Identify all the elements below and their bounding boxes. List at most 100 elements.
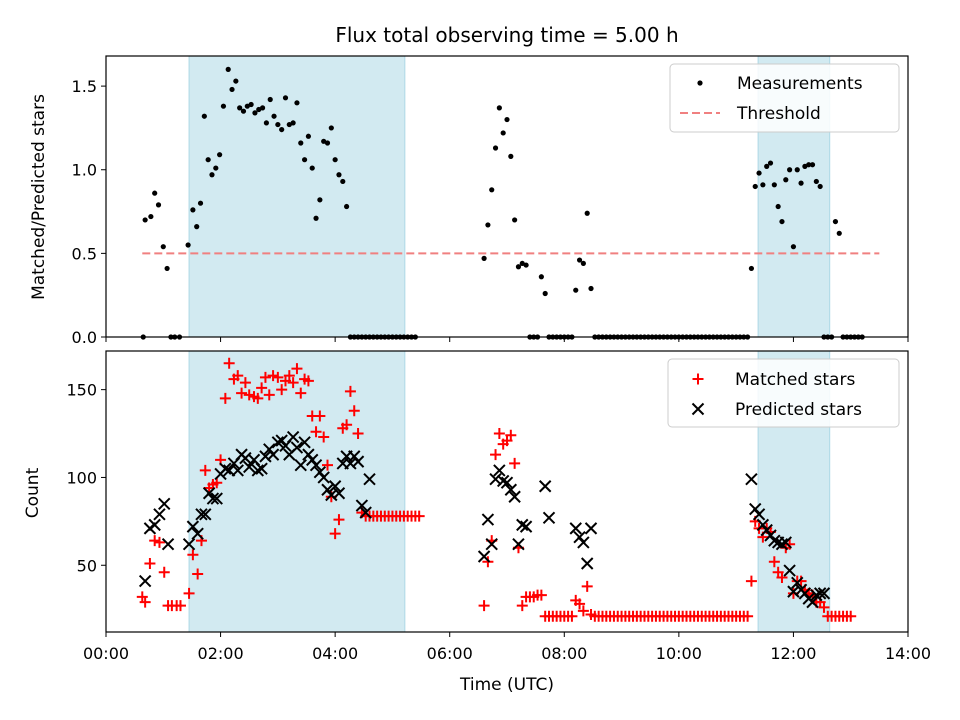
measurement-point bbox=[512, 217, 518, 223]
measurement-point bbox=[263, 120, 269, 126]
predicted-star-point bbox=[182, 537, 196, 551]
matched-star-point bbox=[413, 510, 425, 522]
measurement-point bbox=[229, 86, 235, 93]
measurement-point bbox=[485, 222, 491, 228]
matched-star-point bbox=[243, 389, 255, 401]
predicted-star-point bbox=[500, 476, 514, 489]
measurement-point bbox=[798, 180, 804, 186]
predicted-star-point bbox=[332, 487, 346, 500]
legend-threshold-label: Threshold bbox=[736, 104, 821, 124]
measurement-point bbox=[317, 197, 323, 203]
measurement-point bbox=[508, 153, 514, 159]
measurement-point bbox=[794, 167, 800, 173]
predicted-star-point bbox=[817, 587, 831, 600]
predicted-star-point bbox=[791, 576, 804, 590]
predicted-star-point bbox=[756, 518, 770, 532]
y-tick-label: 50 bbox=[77, 556, 97, 575]
matched-star-point bbox=[333, 514, 345, 526]
measurement-point bbox=[328, 125, 334, 131]
x-tick-label: 02:00 bbox=[198, 644, 244, 663]
predicted-star-point bbox=[768, 534, 781, 547]
legend-matched-marker bbox=[692, 373, 704, 385]
measurement-point bbox=[309, 165, 315, 171]
matched-star-point bbox=[259, 371, 271, 383]
measurement-point bbox=[237, 105, 243, 111]
measurement-point bbox=[290, 120, 296, 126]
predicted-star-point bbox=[516, 518, 529, 532]
x-tick-label: 08:00 bbox=[541, 644, 587, 663]
measurement-point bbox=[787, 167, 793, 173]
measurement-point bbox=[294, 100, 300, 106]
predicted-star-point bbox=[263, 443, 276, 456]
predicted-star-point bbox=[573, 530, 586, 544]
matched-star-point bbox=[768, 556, 780, 568]
measurement-point bbox=[233, 78, 239, 84]
measurement-point bbox=[340, 178, 346, 185]
legend-measurements-marker bbox=[697, 80, 703, 86]
matched-star-point bbox=[183, 587, 195, 599]
measurement-point bbox=[584, 210, 590, 216]
predicted-star-point bbox=[348, 450, 361, 463]
predicted-star-point bbox=[271, 436, 285, 449]
measurement-point bbox=[248, 101, 254, 108]
legend-predicted-label: Predicted stars bbox=[735, 400, 862, 420]
measurement-point bbox=[580, 260, 586, 267]
measurement-point bbox=[160, 244, 166, 250]
matched-star-point bbox=[776, 572, 788, 584]
measurement-point bbox=[201, 113, 207, 119]
matched-star-point bbox=[239, 377, 251, 389]
measurement-point bbox=[809, 162, 816, 168]
legend-box bbox=[669, 63, 900, 133]
matched-star-point bbox=[478, 600, 490, 612]
x-tick-label: 00:00 bbox=[83, 644, 129, 663]
matched-star-point bbox=[223, 357, 235, 369]
measurement-point bbox=[148, 213, 154, 220]
measurement-point bbox=[282, 95, 289, 101]
predicted-star-point bbox=[251, 464, 265, 477]
measurement-point bbox=[217, 152, 223, 158]
chart-title: Flux total observing time = 5.00 h bbox=[335, 23, 678, 47]
shaded-interval bbox=[188, 55, 406, 338]
matched-star-point bbox=[509, 457, 521, 469]
measurement-point bbox=[836, 230, 842, 236]
legend-predicted-marker bbox=[691, 402, 705, 416]
measurement-point bbox=[197, 200, 204, 206]
x-axis-label: Time (UTC) bbox=[459, 675, 554, 695]
matched-star-point bbox=[232, 370, 244, 382]
matched-star-point bbox=[516, 600, 528, 612]
predicted-star-point bbox=[787, 585, 800, 598]
measurement-point bbox=[185, 242, 191, 248]
predicted-star-point bbox=[477, 550, 491, 563]
predicted-star-point bbox=[231, 464, 244, 477]
axes-frame bbox=[105, 55, 909, 338]
count-panel: 50 100 150 00:00 02:00 04:00 06:00 08:00 10:00 12… bbox=[66, 350, 931, 663]
predicted-star-point bbox=[580, 557, 594, 570]
predicted-star-point bbox=[153, 508, 166, 521]
measurement-point bbox=[142, 217, 148, 223]
predicted-star-point bbox=[202, 487, 216, 500]
x-tick-label: 12:00 bbox=[770, 644, 816, 663]
measurement-point bbox=[756, 170, 762, 176]
measurement-point bbox=[760, 182, 766, 188]
axes-frame bbox=[105, 350, 909, 633]
matched-star-point bbox=[348, 405, 360, 417]
predicted-star-point bbox=[760, 523, 773, 537]
matched-star-point bbox=[344, 385, 356, 397]
matched-star-point bbox=[493, 428, 505, 440]
matched-star-point bbox=[784, 538, 796, 550]
matched-star-point bbox=[291, 363, 303, 375]
matched-star-point bbox=[187, 549, 199, 561]
matched-star-point bbox=[302, 375, 314, 387]
matched-star-point bbox=[283, 370, 295, 382]
matched-star-point bbox=[287, 377, 299, 389]
measurement-point bbox=[275, 121, 281, 128]
matched-star-point bbox=[256, 382, 268, 394]
legend-measurements-label: Measurements bbox=[737, 74, 863, 94]
measurement-point bbox=[523, 262, 529, 268]
top-y-axis-label: Matched/Predicted stars bbox=[29, 94, 49, 300]
predicted-star-point bbox=[243, 460, 256, 474]
predicted-star-point bbox=[359, 506, 372, 519]
predicted-star-point bbox=[813, 587, 827, 600]
predicted-star-point bbox=[158, 497, 171, 511]
y-tick-label: 100 bbox=[66, 468, 97, 487]
